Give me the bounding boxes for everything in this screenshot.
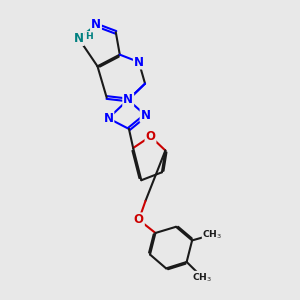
Text: O: O bbox=[134, 213, 144, 226]
Text: O: O bbox=[146, 130, 155, 143]
Text: N: N bbox=[74, 32, 84, 45]
Text: N: N bbox=[140, 109, 151, 122]
Text: N: N bbox=[123, 94, 133, 106]
Text: N: N bbox=[91, 18, 101, 32]
Text: N: N bbox=[103, 112, 113, 125]
Text: CH$_3$: CH$_3$ bbox=[192, 271, 213, 284]
Text: H: H bbox=[85, 32, 93, 40]
Text: CH$_3$: CH$_3$ bbox=[202, 229, 223, 241]
Text: N: N bbox=[134, 56, 144, 69]
